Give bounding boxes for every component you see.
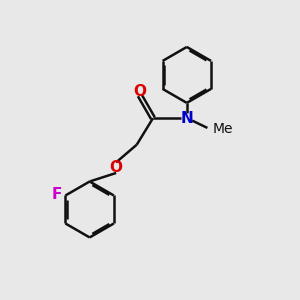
Text: O: O bbox=[133, 84, 146, 99]
Text: N: N bbox=[180, 111, 193, 126]
Text: F: F bbox=[52, 187, 62, 202]
Text: O: O bbox=[110, 160, 123, 175]
Text: Me: Me bbox=[212, 122, 233, 136]
